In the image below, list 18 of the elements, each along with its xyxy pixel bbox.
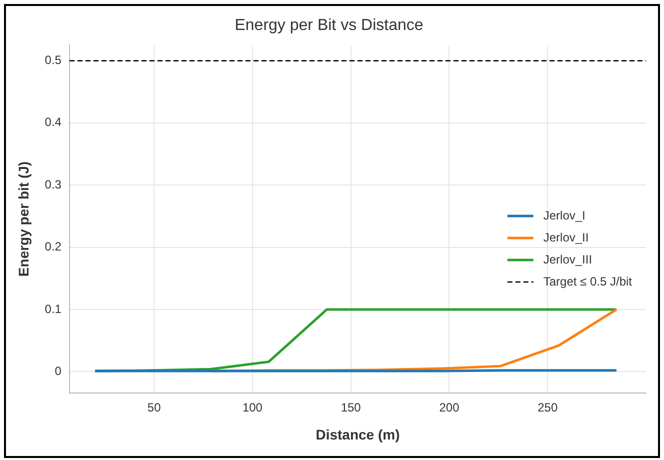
- y-tick-label: 0: [54, 364, 62, 378]
- x-axis-title: Distance (m): [316, 426, 400, 442]
- legend-label: Jerlov_I: [543, 208, 586, 222]
- x-tick-label: 50: [147, 400, 162, 414]
- x-tick-label: 200: [439, 400, 460, 414]
- y-tick-label: 0.1: [44, 302, 62, 316]
- chart-title: Energy per Bit vs Distance: [234, 17, 424, 34]
- x-tick-label: 100: [242, 400, 263, 414]
- x-tick-label: 250: [538, 400, 558, 414]
- y-tick-label: 0.5: [44, 53, 62, 68]
- y-axis-title: Energy per bit (J): [15, 161, 32, 277]
- y-tick-label: 0.2: [44, 240, 62, 254]
- y-tick-label: 0.3: [44, 177, 62, 192]
- y-tick-label: 0.4: [44, 115, 62, 130]
- legend-label: Jerlov_II: [543, 230, 589, 244]
- x-tick-label: 150: [340, 400, 362, 414]
- legend-label: Target ≤ 0.5 J/bit: [543, 274, 633, 288]
- legend-label: Jerlov_III: [543, 252, 592, 266]
